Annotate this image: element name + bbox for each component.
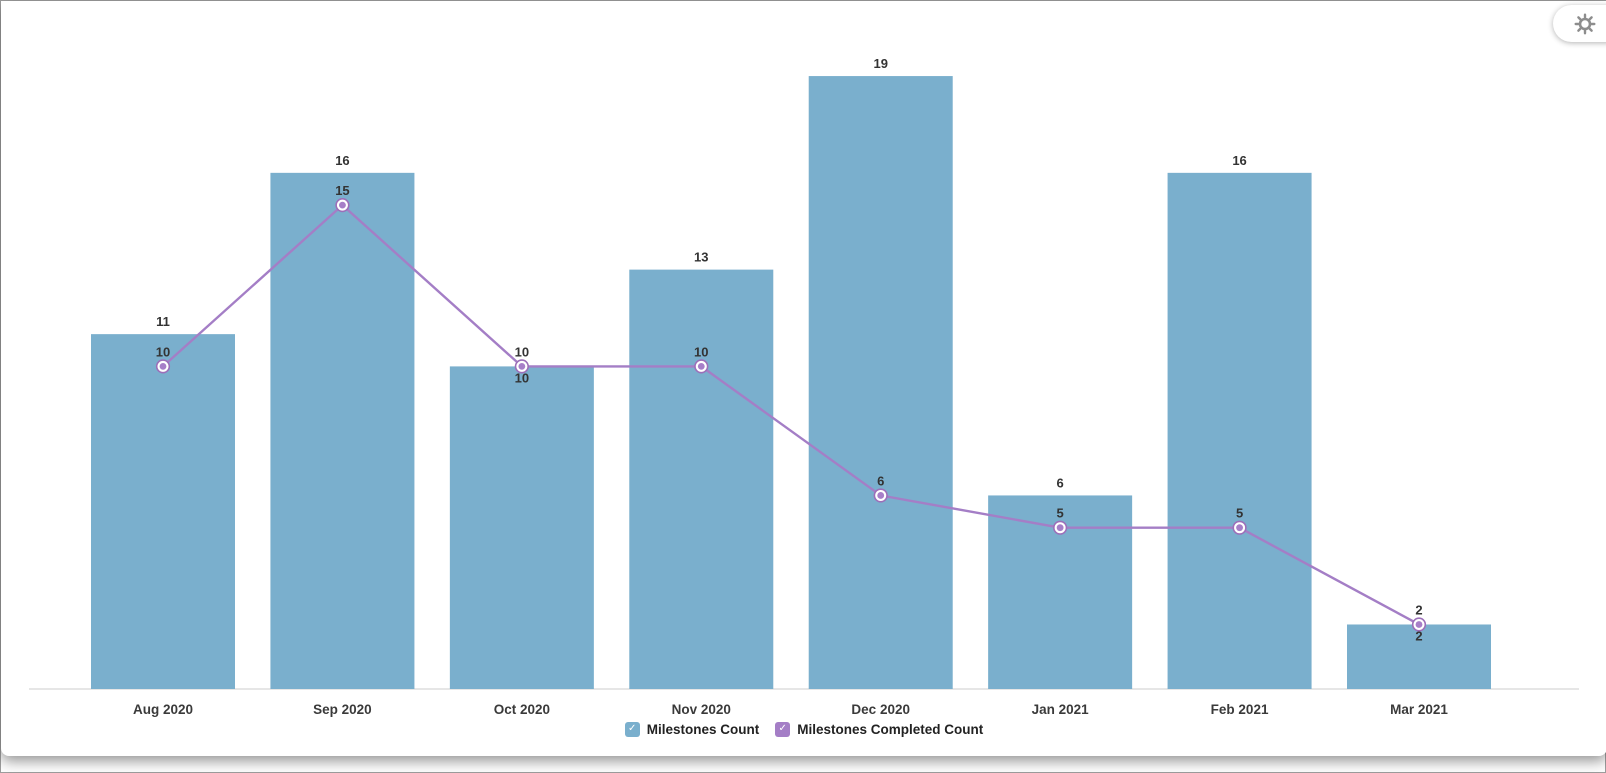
line-point-dot-sep-2020 <box>339 201 346 209</box>
legend-label-milestones-count: Milestones Count <box>646 721 760 737</box>
line-value-label-feb-2021: 5 <box>1236 506 1243 521</box>
line-value-label-nov-2020: 10 <box>694 344 708 359</box>
line-point-dot-oct-2020 <box>518 363 526 370</box>
bar-sep-2020[interactable] <box>270 172 415 690</box>
chart-legend: ✓ Milestones Count ✓ Milestones Complete… <box>1 718 1606 740</box>
bar-oct-2020[interactable] <box>449 366 594 689</box>
x-axis-label-sep-2020: Sep 2020 <box>313 702 372 717</box>
legend-checkbox-milestones-completed-count[interactable]: ✓ <box>775 721 791 737</box>
x-axis-label-aug-2020: Aug 2020 <box>133 702 193 717</box>
settings-button[interactable] <box>1553 5 1606 42</box>
bar-value-label-sep-2020: 16 <box>335 153 349 168</box>
legend-label-milestones-completed-count: Milestones Completed Count <box>797 721 984 737</box>
bar-value-label-aug-2020: 11 <box>156 314 170 329</box>
checkbox-check-icon: ✓ <box>778 723 787 734</box>
line-point-dot-feb-2021 <box>1236 524 1243 532</box>
bar-value-label-mar-2021: 2 <box>1415 628 1422 643</box>
line-value-label-mar-2021: 2 <box>1415 602 1422 617</box>
line-value-label-oct-2020: 10 <box>515 344 529 359</box>
x-axis-label-mar-2021: Mar 2021 <box>1390 702 1448 717</box>
chart-card: 11 10 Aug 2020 16 15 Sep 2020 10 10 Oct 2020 13 10… <box>1 1 1606 756</box>
milestones-completed-line <box>162 203 1420 626</box>
milestones-combo-chart: 11 10 Aug 2020 16 15 Sep 2020 10 10 Oct 2020 13 10… <box>29 56 1579 717</box>
bar-feb-2021[interactable] <box>1167 172 1312 690</box>
line-point-dot-nov-2020 <box>697 363 705 370</box>
line-value-label-dec-2020: 6 <box>877 473 884 488</box>
legend-item-milestones-completed-count[interactable]: ✓ Milestones Completed Count <box>775 721 984 737</box>
line-point-dot-dec-2020 <box>877 492 885 499</box>
x-axis-label-dec-2020: Dec 2020 <box>851 702 910 717</box>
line-point-dot-jan-2021 <box>1056 524 1064 532</box>
bar-value-label-feb-2021: 16 <box>1232 153 1246 168</box>
x-axis-label-jan-2021: Jan 2021 <box>1032 702 1090 717</box>
line-value-label-jan-2021: 5 <box>1057 506 1064 521</box>
bar-mar-2021[interactable] <box>1347 624 1492 689</box>
bar-value-label-oct-2020: 10 <box>515 370 529 385</box>
x-axis-label-oct-2020: Oct 2020 <box>494 702 550 717</box>
bar-value-label-jan-2021: 6 <box>1057 475 1064 490</box>
bar-value-label-dec-2020: 19 <box>873 56 887 71</box>
bar-nov-2020[interactable] <box>629 269 774 689</box>
bar-dec-2020[interactable] <box>808 76 953 689</box>
line-value-label-sep-2020: 15 <box>335 183 349 198</box>
checkbox-check-icon: ✓ <box>628 723 637 734</box>
legend-item-milestones-count[interactable]: ✓ Milestones Count <box>624 721 760 737</box>
x-axis-label-feb-2021: Feb 2021 <box>1211 702 1269 717</box>
bar-value-label-nov-2020: 13 <box>694 250 708 265</box>
line-point-dot-mar-2021 <box>1415 621 1423 628</box>
line-point-dot-aug-2020 <box>159 363 167 370</box>
line-value-label-aug-2020: 10 <box>156 344 170 359</box>
bar-aug-2020[interactable] <box>91 334 235 689</box>
x-axis-label-nov-2020: Nov 2020 <box>672 702 731 717</box>
legend-checkbox-milestones-count[interactable]: ✓ <box>624 721 640 737</box>
gear-icon <box>1574 13 1596 34</box>
